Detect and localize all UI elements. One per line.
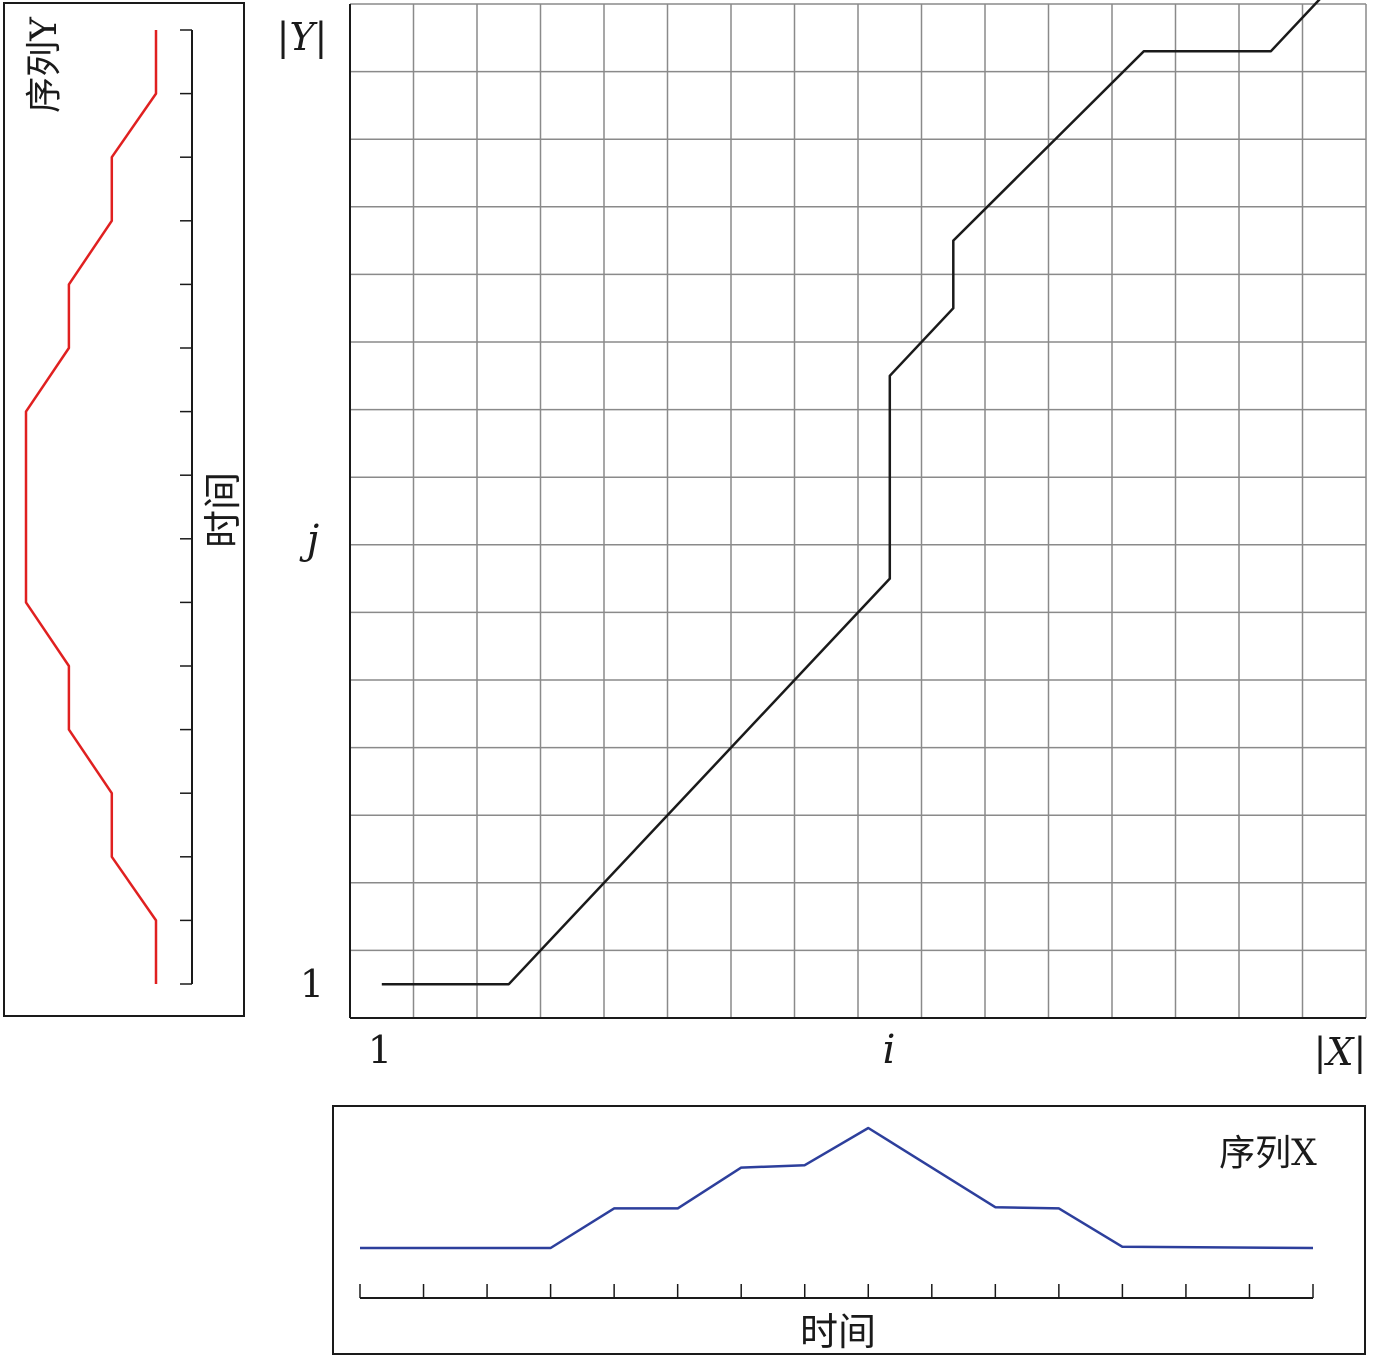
grid-x-min-label: 1 (368, 1028, 392, 1072)
grid-y-max-label: |Y| (277, 15, 328, 59)
bottom-time-label: 时间 (800, 1310, 876, 1354)
warping-path (381, 0, 1321, 986)
series-x-label: 序列X (1219, 1133, 1317, 1174)
series-y-line (24, 30, 158, 984)
grid-x-max-label: |X| (1314, 1030, 1367, 1074)
left-time-label: 时间 (201, 472, 245, 548)
grid-y-index-label: j (299, 517, 319, 563)
cost-matrix-grid (349, 3, 1367, 1019)
series-y-label: 序列Y (24, 16, 65, 113)
series-y-panel (3, 2, 245, 1017)
series-x-panel (332, 1105, 1366, 1355)
grid-x-index-label: i (883, 1027, 896, 1073)
series-x-time-axis (359, 1284, 1314, 1299)
series-y-time-axis (180, 29, 193, 985)
series-x-line (360, 1126, 1314, 1250)
grid-y-min-label: 1 (300, 962, 324, 1006)
